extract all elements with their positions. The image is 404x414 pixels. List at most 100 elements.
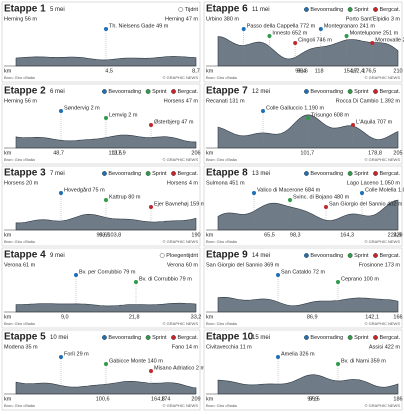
legend-icon [373,253,378,258]
legend-label: Sprint [354,253,369,259]
marker-icon [149,369,153,373]
marker-icon [288,198,292,202]
marker-icon [59,355,63,359]
legend-icon [145,171,151,176]
km-label: 101,7 [300,150,314,156]
legend-label: Sprint [354,171,369,177]
marker-icon [306,116,310,120]
legend-label: Bevoorrading [310,171,343,177]
marker-icon [104,27,108,31]
marker-icon [104,362,108,366]
legend-label: Sprint [152,89,167,95]
stage-title: Etappe 5 [4,332,46,343]
km-label: 118 [315,68,324,74]
point-label: Montegranaro 241 m [324,23,375,29]
start-label: Civitavecchia 11 m [206,344,252,350]
source: Bron: Giro d'Italia [206,157,238,162]
point-label: Svinc. di Bojano 480 m [293,194,350,200]
marker-icon [241,27,246,31]
point-label: Innesto 652 m [272,30,307,36]
panel-bg [1,165,201,247]
km-label: 164,8 [151,396,165,402]
stage-title: Etappe 2 [4,86,46,97]
km-label: 100,6 [96,396,110,402]
finish-label: Frosinone 173 m [359,262,401,268]
legend-label: Bergcat. [380,253,401,259]
legend-icon [304,171,309,176]
terrain [217,296,399,313]
point-label: Søndervig 2 m [64,105,100,111]
marker-icon [104,198,108,202]
point-label: Bv. di Narni 359 m [341,358,386,364]
stage-date: 6 mei [50,89,65,95]
marker-icon [336,280,340,284]
km-label: 224,6 [388,232,402,238]
point-label: Østerbjerg 47 m [154,119,194,125]
marker-icon [149,123,153,127]
start-label: San Giorgio del Sannio 369 m [206,262,280,268]
point-label: L'Aquila 707 m [356,119,393,125]
point-label: Morrovalle 249 m [375,37,404,43]
km-label: 164,3 [340,232,354,238]
stage-date: 14 mei [252,253,270,259]
source: Bron: Giro d'Italia [206,239,238,244]
finish-label: Horsens 47 m [164,98,199,104]
km-label: 99,5 [309,396,320,402]
km-label: km [206,232,214,238]
point-label: Hovedgård 75 m [64,186,105,193]
credit: © GRAPHIC NEWS [163,403,199,408]
marker-icon [74,273,78,277]
stage-panel: Etappe 9 14 mei Bergcat. Sprint Bevoorrading… [203,247,403,329]
start-label: Sulmona 451 m [206,180,245,186]
legend-icon [304,253,309,258]
legend-label: Sprint [354,335,369,341]
panel-bg [203,247,403,329]
point-label: Lemvig 2 m [109,112,138,118]
legend-icon [373,335,378,340]
marker-icon [318,27,323,31]
point-label: Th. Nielsens Gade 49 m [109,23,169,29]
marker-icon [324,205,328,209]
finish-label: Lago Laceno 1.050 m [347,180,401,186]
km-label: 90,6 [96,232,107,238]
km-label: 210 [393,68,402,74]
km-label: km [4,150,12,156]
legend-icon [347,89,353,94]
stage-title: Etappe 4 [4,250,46,261]
panel-bg [1,1,201,83]
marker-icon [276,273,280,277]
legend-icon [347,7,353,12]
legend-icon [347,335,353,340]
legend-icon [178,7,184,12]
credit: © GRAPHIC NEWS [163,321,199,326]
marker-icon [134,280,138,284]
km-label: km [206,150,214,156]
source: Bron: Giro d'Italia [206,75,238,80]
stage-date: 15 mei [252,335,270,341]
marker-icon [276,355,280,359]
marker-icon [252,191,256,195]
panel-bg [1,247,201,329]
finish-label: Rocca Di Cambio 1.392 m [336,98,401,104]
km-label: km [206,396,214,402]
legend-label: Bergcat. [380,7,401,13]
marker-icon [267,34,272,38]
finish-label: Assisi 422 m [369,344,401,350]
km-label: 229 [393,232,402,238]
panel-bg [1,329,201,411]
km-label: km [206,68,214,74]
km-label: 117,9 [112,150,125,156]
terrain [217,374,399,395]
marker-icon [344,34,349,38]
km-label: 166 [393,314,402,320]
legend-icon [102,171,107,176]
point-label: Montelupone 251 m [350,30,399,36]
km-label: 142,1 [365,314,379,320]
legend-icon [373,7,378,12]
terrain [15,134,197,149]
stage-panel: Etappe 5 10 mei Bergcat. Sprint Bevoorrading… [1,329,205,411]
stage-title: Etappe 8 [206,168,248,179]
legend-label: Bevoorrading [310,335,343,341]
